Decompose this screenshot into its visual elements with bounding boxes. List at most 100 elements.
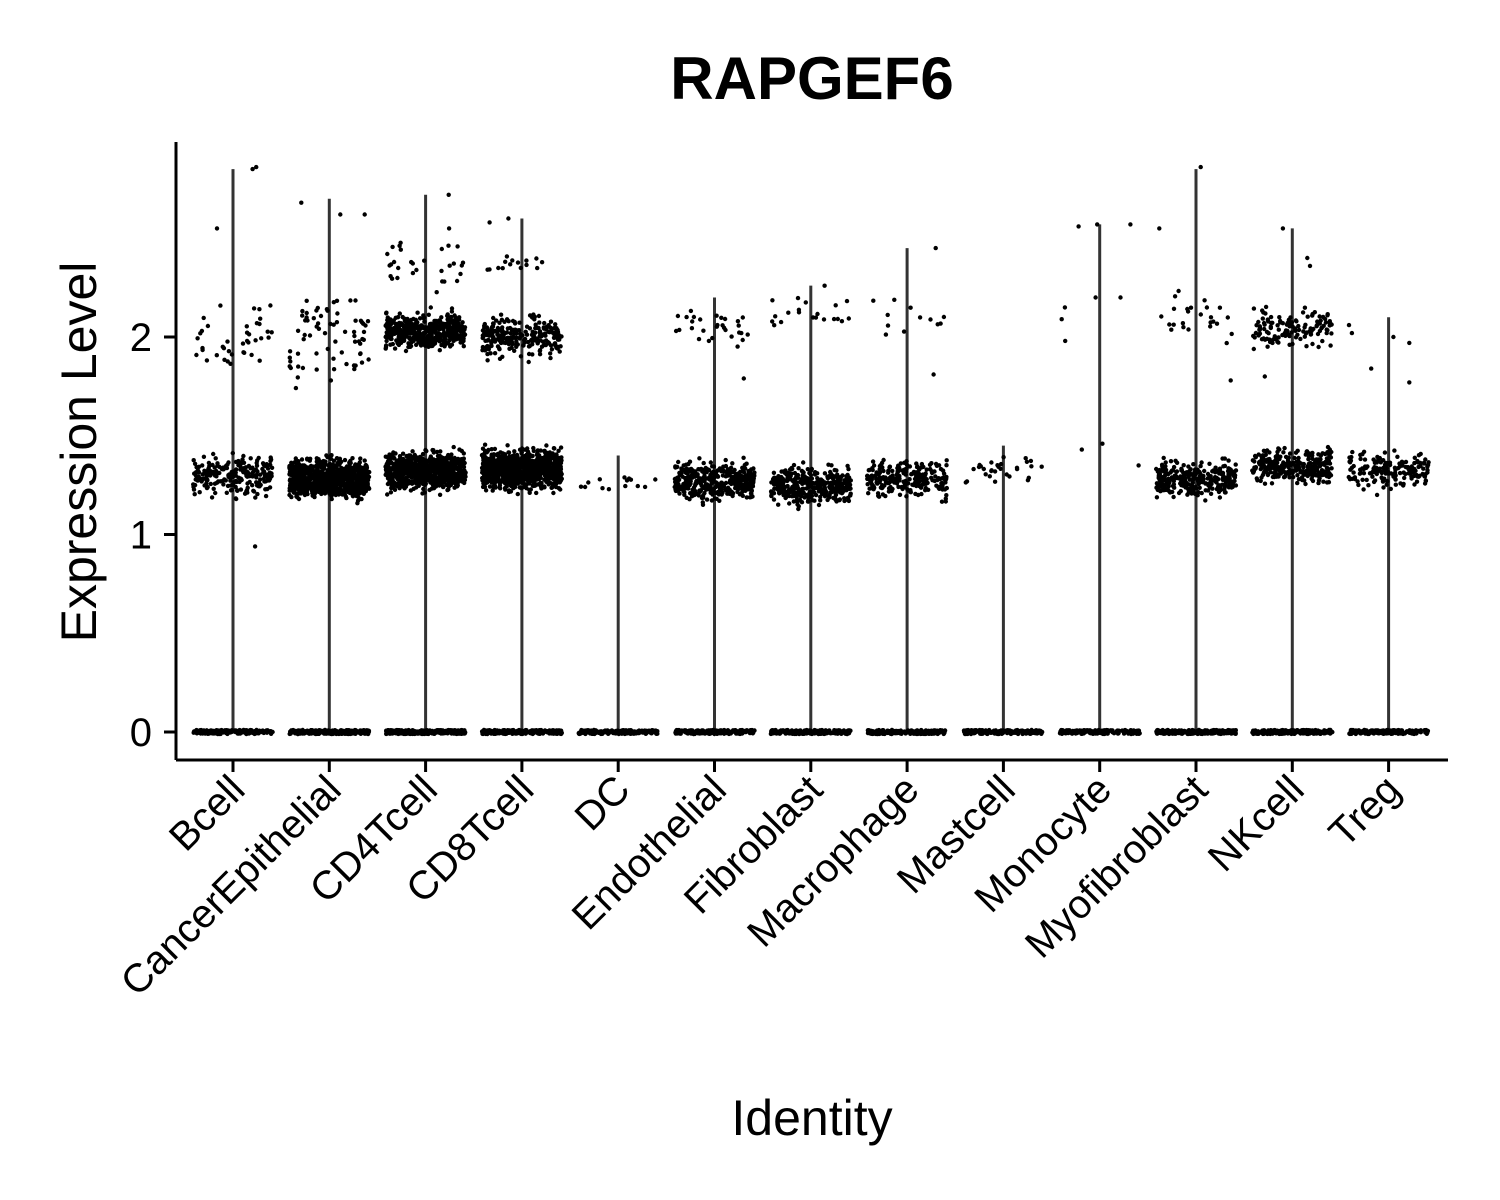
data-point (462, 480, 467, 486)
data-point (534, 474, 539, 480)
data-point (480, 348, 485, 353)
data-point (253, 495, 258, 500)
data-point (342, 457, 348, 463)
data-point (239, 477, 244, 483)
data-point (446, 226, 452, 231)
data-point (295, 730, 301, 735)
data-point (333, 339, 338, 344)
data-point (524, 258, 529, 263)
data-point (226, 460, 231, 465)
data-point (387, 320, 392, 326)
data-point (414, 267, 419, 273)
data-point (314, 485, 319, 491)
data-point (455, 244, 460, 249)
data-point (195, 468, 201, 473)
data-point (318, 460, 324, 465)
data-point (395, 315, 401, 320)
data-point (530, 352, 535, 357)
data-point (407, 465, 412, 470)
data-point (510, 342, 515, 347)
data-point (518, 331, 523, 337)
data-point (225, 339, 230, 344)
data-point (350, 491, 356, 496)
data-point (510, 457, 515, 462)
data-point (329, 490, 334, 495)
data-point (495, 458, 500, 464)
data-point (312, 471, 317, 476)
data-point (350, 456, 355, 461)
data-point (296, 364, 301, 369)
data-point (557, 465, 562, 470)
data-point (423, 730, 429, 735)
data-point (267, 485, 273, 490)
data-point (432, 319, 437, 324)
data-point (444, 455, 449, 460)
data-point (212, 481, 218, 486)
data-point (524, 324, 530, 329)
data-point (268, 458, 273, 464)
data-point (434, 729, 440, 734)
data-point (487, 220, 492, 225)
data-point (531, 312, 536, 317)
data-point (299, 200, 304, 205)
data-point (200, 463, 205, 468)
data-point (557, 477, 563, 483)
data-point (395, 728, 401, 733)
data-point (306, 470, 311, 476)
data-point (457, 459, 462, 465)
data-point (398, 240, 403, 245)
data-point (327, 730, 332, 735)
data-point (500, 474, 506, 479)
data-point (348, 476, 353, 482)
data-point (412, 332, 418, 338)
data-point (254, 164, 259, 170)
data-point (545, 477, 551, 483)
data-point (227, 475, 233, 481)
data-point (392, 487, 398, 492)
data-point (440, 728, 445, 733)
data-point (451, 261, 456, 266)
data-point (439, 268, 444, 274)
data-point (365, 730, 370, 736)
data-point (353, 318, 358, 323)
data-point (427, 729, 432, 735)
data-point (552, 325, 557, 331)
data-point (426, 312, 431, 317)
data-point (524, 486, 529, 491)
data-point (387, 471, 393, 477)
category-group-CancerEpithelial (287, 198, 372, 737)
data-point (392, 471, 397, 476)
data-point (512, 449, 517, 454)
data-point (208, 481, 213, 487)
data-point (422, 258, 427, 263)
data-point (544, 455, 549, 461)
data-point (320, 465, 326, 470)
data-point (220, 478, 225, 484)
data-point (431, 448, 436, 453)
data-point (260, 466, 265, 472)
data-point (460, 337, 465, 343)
data-point (461, 344, 466, 349)
data-point (199, 328, 205, 334)
data-point (485, 358, 490, 363)
data-point (631, 730, 636, 735)
data-point (507, 472, 512, 477)
data-point (424, 466, 429, 471)
data-point (535, 338, 540, 343)
data-point (434, 479, 439, 485)
data-point (293, 456, 298, 461)
data-point (205, 731, 211, 736)
data-point (499, 337, 504, 342)
data-point (211, 451, 216, 457)
data-point (427, 458, 432, 464)
data-point (502, 319, 507, 324)
data-point (488, 351, 493, 356)
data-point (396, 265, 401, 271)
data-point (229, 352, 235, 357)
data-point (504, 484, 509, 489)
data-point (351, 475, 357, 480)
data-point (261, 470, 266, 475)
data-point (512, 474, 518, 479)
data-point (344, 361, 349, 367)
data-point (445, 487, 450, 493)
